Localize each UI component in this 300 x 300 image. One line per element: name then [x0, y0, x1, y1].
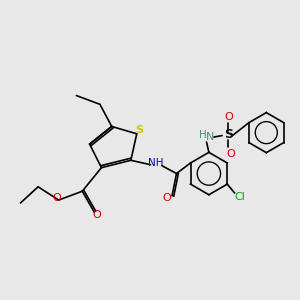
- Text: NH: NH: [148, 158, 164, 168]
- Text: H: H: [199, 130, 206, 140]
- Text: O: O: [162, 193, 171, 203]
- Text: O: O: [226, 149, 235, 159]
- Text: S: S: [224, 128, 233, 142]
- Text: N: N: [206, 132, 214, 142]
- Text: O: O: [52, 193, 61, 203]
- Text: O: O: [93, 210, 101, 220]
- Text: Cl: Cl: [235, 192, 245, 203]
- Text: S: S: [135, 125, 143, 135]
- Text: O: O: [224, 112, 233, 122]
